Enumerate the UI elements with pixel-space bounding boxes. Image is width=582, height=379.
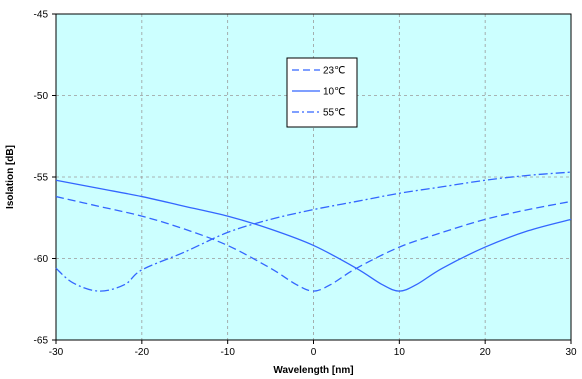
y-tick-neg60: -60 <box>34 254 49 265</box>
x-tick-30: 30 <box>565 347 577 358</box>
legend-box <box>286 57 358 128</box>
x-tick-neg30: -30 <box>49 347 64 358</box>
y-axis-label: Isolation [dB] <box>5 145 16 209</box>
legend: 23℃ 10℃ 55℃ <box>286 57 358 128</box>
legend-label-55c: 55℃ <box>323 108 345 119</box>
y-tick-neg65: -65 <box>34 336 49 347</box>
y-tick-neg45: -45 <box>34 10 49 21</box>
y-tick-neg50: -50 <box>34 91 49 102</box>
x-axis-label: Wavelength [nm] <box>273 365 353 376</box>
x-tick-20: 20 <box>480 347 492 358</box>
x-tick-10: 10 <box>394 347 406 358</box>
series-line-23c <box>55 195 572 292</box>
series-line-55c <box>55 171 572 292</box>
y-tick-neg55: -55 <box>34 173 49 184</box>
legend-entry-23c: 23℃ <box>292 66 345 77</box>
legend-label-23c: 23℃ <box>323 66 345 77</box>
x-tick-neg20: -20 <box>135 347 150 358</box>
series-line-10c <box>55 179 572 292</box>
series-lines <box>55 171 572 292</box>
x-tick-neg10: -10 <box>220 347 235 358</box>
axis-ticks: -30 -20 -10 0 10 20 30 -45 -50 -55 -60 -65 <box>34 10 577 359</box>
x-tick-0: 0 <box>311 347 317 358</box>
legend-label-10c: 10℃ <box>323 87 345 98</box>
legend-entry-10c: 10℃ <box>292 87 345 98</box>
legend-entry-55c: 55℃ <box>292 108 345 119</box>
